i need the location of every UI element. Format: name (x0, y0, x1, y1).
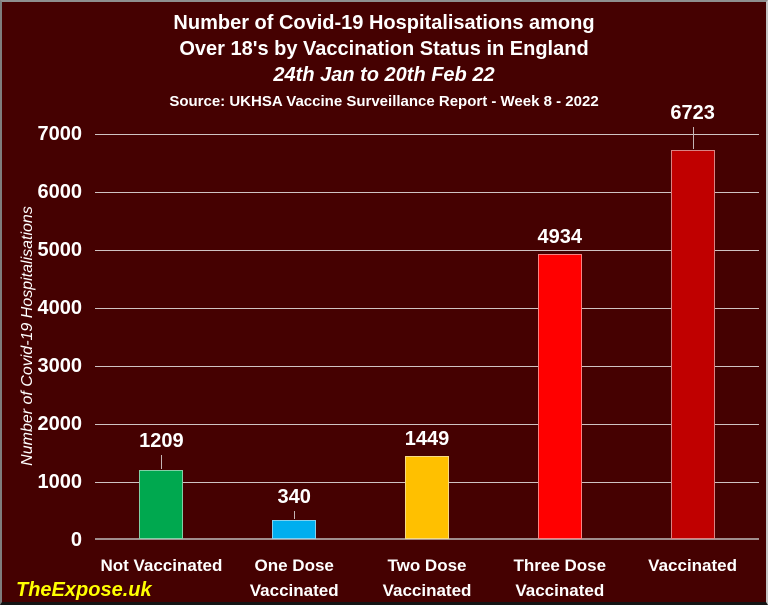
category-label-two-dose-vaccinated: Two Dose Vaccinated (382, 553, 472, 602)
gridline-7000 (95, 134, 759, 135)
bar-value-label: 1209 (139, 430, 184, 452)
category-label-not-vaccinated: Not Vaccinated (100, 553, 222, 578)
gridline-3000 (95, 366, 759, 367)
bar-not-vaccinated (139, 470, 184, 539)
bar-value-label: 6723 (670, 102, 715, 124)
category-label-line: Not Vaccinated (100, 556, 223, 575)
y-tick-label-4000: 4000 (37, 297, 83, 319)
x-axis-line (95, 538, 759, 540)
bar-three-dose-vaccinated (537, 254, 582, 539)
label-leader-line (692, 127, 694, 149)
y-tick-label-1000: 1000 (37, 471, 83, 493)
category-label-three-dose-vaccinated: Three Dose Vaccinated (513, 553, 607, 602)
y-tick-label-5000: 5000 (37, 239, 83, 261)
y-tick-label-6000: 6000 (37, 181, 83, 203)
bar-value-label: 4934 (537, 226, 583, 248)
bar-value-label: 1449 (404, 428, 450, 450)
label-leader-line (294, 511, 296, 519)
watermark: TheExpose.uk (16, 579, 152, 601)
chart-title-line2: Over 18's by Vaccination Status in Engla… (179, 38, 589, 60)
chart-header: Number of Covid-19 Hospitalisations amon… (2, 10, 766, 113)
category-label-line: Vaccinated (648, 556, 738, 575)
chart-date-range: 24th Jan to 20th Feb 22 (273, 64, 495, 86)
chart-title-line1: Number of Covid-19 Hospitalisations amon… (173, 12, 595, 34)
category-label-line: Two Dose (387, 556, 467, 575)
category-label-one-dose-vaccinated: One Dose Vaccinated (249, 553, 339, 602)
gridline-2000 (95, 424, 759, 425)
y-tick-label-0: 0 (70, 529, 82, 551)
y-tick-label-2000: 2000 (37, 413, 83, 435)
category-label-vaccinated: Vaccinated (648, 553, 737, 578)
category-label-line: Vaccinated (249, 581, 339, 600)
category-label-line: Three Dose (513, 556, 607, 575)
y-axis-title: Number of Covid-19 Hospitalisations (19, 206, 36, 466)
bar-two-dose-vaccinated (405, 456, 449, 539)
y-tick-label-7000: 7000 (37, 123, 83, 145)
category-label-line: Vaccinated (515, 581, 605, 600)
label-leader-line (161, 455, 163, 469)
bar-value-label: 340 (277, 486, 311, 508)
chart-source: Source: UKHSA Vaccine Surveillance Repor… (169, 93, 599, 110)
gridline-6000 (95, 192, 759, 193)
gridline-5000 (95, 250, 759, 251)
category-label-line: One Dose (254, 556, 334, 575)
category-label-line: Vaccinated (382, 581, 472, 600)
gridline-4000 (95, 308, 759, 309)
y-tick-label-3000: 3000 (37, 355, 83, 377)
bar-one-dose-vaccinated (272, 520, 317, 539)
bar-vaccinated (670, 150, 715, 539)
